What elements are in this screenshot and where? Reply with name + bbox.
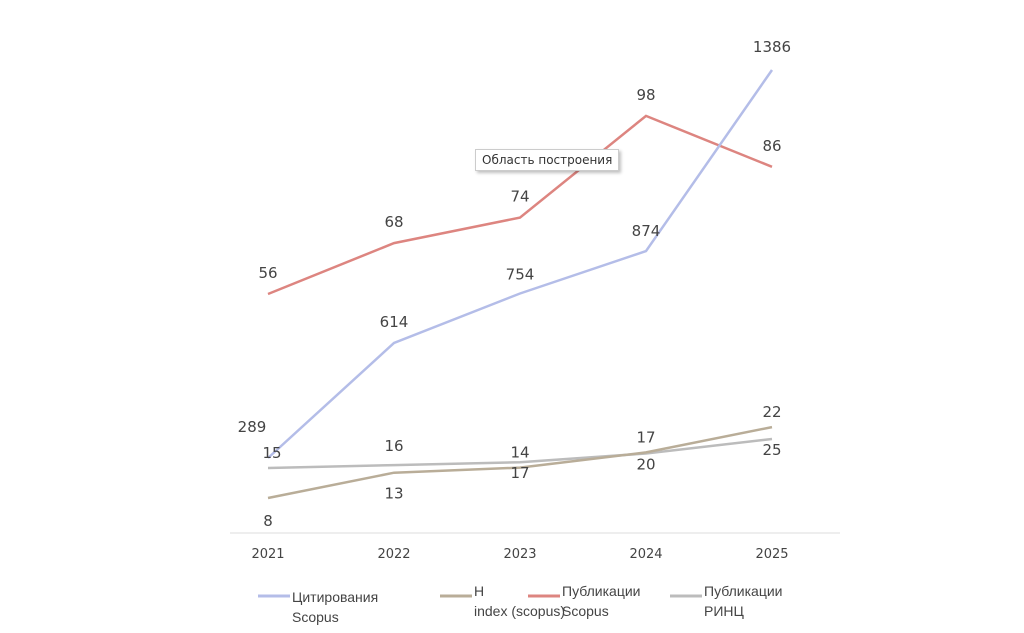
data-label: 22 <box>762 403 781 421</box>
data-label: 13 <box>384 485 403 503</box>
data-label: 17 <box>510 464 529 482</box>
data-label: 874 <box>632 222 661 240</box>
legend-label: Публикации Scopus <box>562 583 640 619</box>
data-label: 20 <box>636 456 655 474</box>
legend-label: Цитирования Scopus <box>292 589 378 625</box>
data-label: 8 <box>263 512 273 530</box>
data-label: 754 <box>506 266 535 284</box>
series-line <box>267 114 773 296</box>
data-label: 86 <box>762 137 781 155</box>
x-tick-label: 2022 <box>377 547 410 562</box>
data-label: 25 <box>762 441 781 459</box>
legend-label: Публикации РИНЦ <box>704 583 782 619</box>
data-label: 16 <box>384 437 403 455</box>
series-line <box>267 425 773 500</box>
data-label: 1386 <box>753 38 791 56</box>
series-line <box>267 69 774 459</box>
data-label: 614 <box>380 313 409 331</box>
x-tick-label: 2024 <box>629 547 662 562</box>
x-tick-label: 2023 <box>503 547 536 562</box>
x-tick-label: 2021 <box>251 547 284 562</box>
data-label: 68 <box>384 213 403 231</box>
data-label: 98 <box>636 86 655 104</box>
series-line <box>267 437 773 470</box>
data-label: 56 <box>258 264 277 282</box>
tooltip: Область построения <box>475 149 620 171</box>
data-label: 74 <box>510 188 529 206</box>
x-tick-label: 2025 <box>755 547 788 562</box>
data-label: 289 <box>238 418 267 436</box>
data-label: 15 <box>262 444 281 462</box>
data-label: 14 <box>510 444 529 462</box>
data-label: 17 <box>636 428 655 446</box>
